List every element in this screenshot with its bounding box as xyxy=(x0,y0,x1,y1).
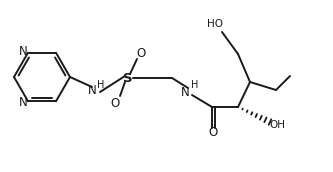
Text: S: S xyxy=(123,72,133,84)
Text: N: N xyxy=(19,45,27,58)
Text: N: N xyxy=(180,85,189,99)
Text: H: H xyxy=(97,80,104,90)
Text: N: N xyxy=(19,96,27,109)
Text: H: H xyxy=(191,80,198,90)
Text: O: O xyxy=(137,46,146,60)
Text: O: O xyxy=(208,126,218,139)
Text: OH: OH xyxy=(269,120,285,130)
Text: HO: HO xyxy=(207,19,223,29)
Text: O: O xyxy=(110,96,120,110)
Text: N: N xyxy=(88,83,96,96)
